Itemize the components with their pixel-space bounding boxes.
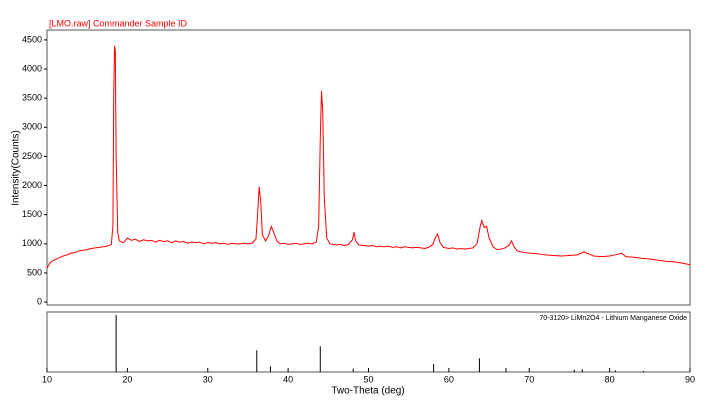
y-tick-label: 4000 — [22, 63, 42, 73]
chart-title: [LMO.raw] Commander Sample ID — [49, 18, 188, 28]
x-tick-label: 60 — [444, 374, 454, 384]
y-tick-label: 2500 — [22, 151, 42, 161]
y-tick-label: 3500 — [22, 93, 42, 103]
x-tick-label: 50 — [363, 374, 373, 384]
y-tick-label: 500 — [27, 267, 42, 277]
y-tick-label: 2000 — [22, 180, 42, 190]
x-axis-label: Two-Theta (deg) — [331, 386, 404, 397]
x-tick-label: 90 — [685, 374, 695, 384]
x-tick-label: 30 — [203, 374, 213, 384]
x-tick-label: 40 — [283, 374, 293, 384]
y-axis-label: Intensity(Counts) — [11, 130, 22, 206]
y-tick-label: 3000 — [22, 122, 42, 132]
y-tick-label: 1500 — [22, 209, 42, 219]
x-tick-label: 20 — [122, 374, 132, 384]
x-tick-label: 10 — [42, 374, 52, 384]
y-tick-label: 0 — [37, 296, 42, 306]
x-tick-label: 70 — [524, 374, 534, 384]
x-tick-label: 80 — [605, 374, 615, 384]
reference-label: 70-3120> LiMn2O4 - Lithium Manganese Oxi… — [539, 315, 687, 322]
y-tick-label: 4500 — [22, 34, 42, 44]
y-tick-label: 1000 — [22, 238, 42, 248]
plot-frame — [46, 29, 691, 306]
data-line — [46, 45, 691, 269]
